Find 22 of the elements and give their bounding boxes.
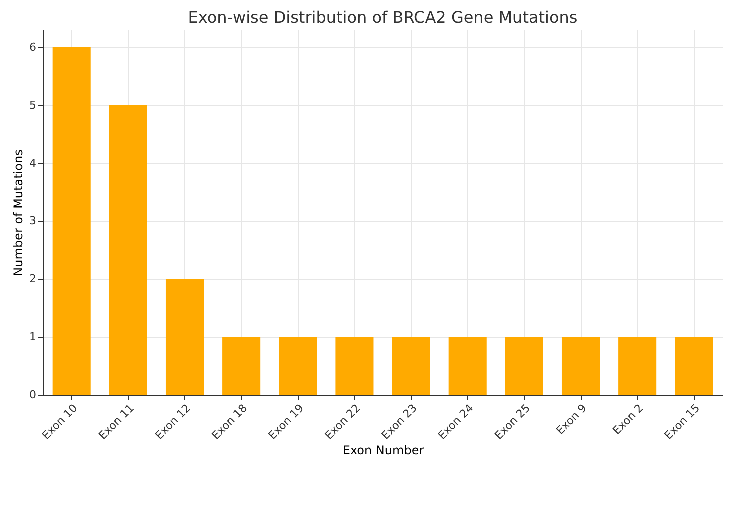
bar	[392, 337, 430, 395]
y-axis-title: Number of Mutations	[12, 150, 26, 276]
bar	[279, 337, 318, 395]
bar	[618, 337, 657, 395]
y-tick-label: 6	[30, 40, 36, 54]
y-tick-label: 3	[30, 214, 36, 228]
y-tick-label: 5	[30, 98, 36, 112]
bar	[222, 337, 261, 395]
bar	[562, 337, 600, 395]
chart-title: Exon-wise Distribution of BRCA2 Gene Mutations	[188, 8, 578, 27]
bar	[336, 337, 374, 395]
y-tick-label: 4	[30, 156, 36, 170]
bar	[448, 337, 487, 395]
bar	[166, 279, 204, 395]
bar	[505, 337, 544, 395]
bar	[675, 337, 714, 395]
y-tick-label: 2	[30, 272, 36, 286]
bar	[109, 105, 148, 395]
y-tick-label: 1	[30, 330, 36, 344]
bar	[52, 47, 91, 395]
x-axis-title: Exon Number	[342, 444, 424, 458]
y-tick-label: 0	[30, 388, 36, 402]
